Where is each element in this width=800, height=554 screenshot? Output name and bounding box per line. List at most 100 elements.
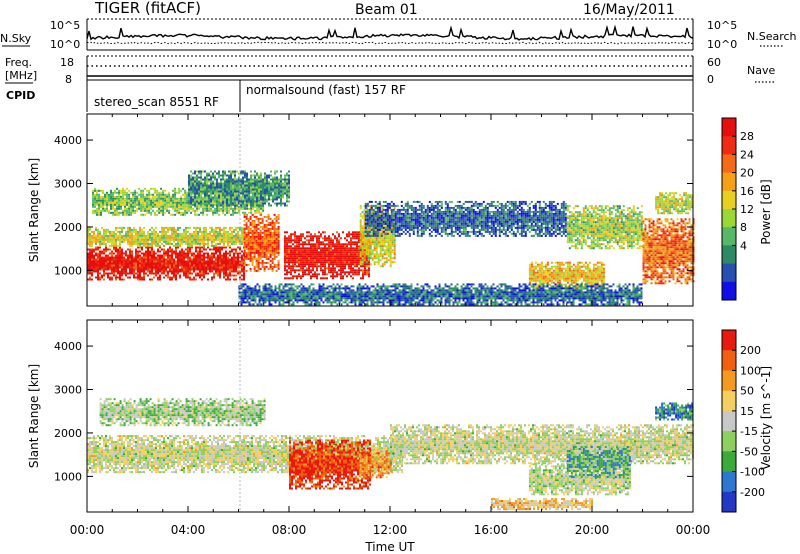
power-cell bbox=[261, 221, 264, 224]
power-cell bbox=[200, 202, 202, 205]
power-cell bbox=[226, 194, 228, 197]
power-cell bbox=[275, 243, 278, 246]
power-cell bbox=[328, 257, 330, 260]
power-cell bbox=[189, 276, 191, 279]
power-cell bbox=[365, 249, 368, 252]
power-cell bbox=[232, 180, 234, 183]
power-cell bbox=[393, 239, 396, 242]
power-cell bbox=[148, 207, 151, 210]
power-cell bbox=[366, 257, 368, 260]
power-cell bbox=[179, 268, 181, 271]
power-cell bbox=[282, 186, 284, 189]
power-cell bbox=[387, 243, 390, 246]
power-cell bbox=[275, 233, 278, 236]
power-cell bbox=[273, 243, 276, 246]
power-cell bbox=[332, 255, 334, 258]
power-cell bbox=[139, 236, 141, 239]
power-cell bbox=[129, 252, 131, 255]
power-cell bbox=[222, 192, 224, 195]
power-cell bbox=[310, 251, 312, 254]
power-cell bbox=[98, 209, 100, 212]
power-cell bbox=[106, 199, 108, 202]
power-cell bbox=[211, 242, 213, 245]
power-cell bbox=[206, 204, 208, 207]
power-cell bbox=[231, 260, 233, 263]
power-cell bbox=[94, 193, 96, 196]
power-cell bbox=[132, 201, 135, 204]
power-cell bbox=[133, 228, 135, 231]
power-cell bbox=[340, 243, 342, 246]
power-cell bbox=[171, 232, 173, 235]
power-cell bbox=[286, 196, 288, 199]
power-cell bbox=[239, 260, 241, 263]
power-cell bbox=[111, 262, 113, 265]
power-cell bbox=[112, 211, 114, 214]
power-cell bbox=[210, 192, 212, 195]
power-cell bbox=[168, 191, 171, 194]
power-cell bbox=[377, 257, 380, 260]
power-cell bbox=[220, 184, 222, 187]
power-cell bbox=[273, 217, 276, 220]
power-cell bbox=[356, 263, 358, 266]
power-cell bbox=[267, 223, 270, 226]
power-cell bbox=[93, 234, 95, 237]
power-cell bbox=[130, 209, 133, 212]
power-cell bbox=[286, 194, 288, 197]
power-cell bbox=[106, 207, 108, 210]
power-cell bbox=[314, 243, 316, 246]
power-cell bbox=[221, 256, 223, 259]
power-cell bbox=[362, 275, 364, 278]
power-cell bbox=[284, 202, 286, 205]
power-cell bbox=[118, 199, 120, 202]
power-cell bbox=[280, 176, 282, 179]
power-cell bbox=[105, 238, 107, 241]
power-cell bbox=[220, 194, 222, 197]
power-cell bbox=[266, 198, 268, 201]
power-cell bbox=[138, 197, 141, 200]
power-cell bbox=[324, 239, 326, 242]
power-cell bbox=[383, 253, 386, 256]
power-cell bbox=[314, 273, 316, 276]
power-cell bbox=[352, 241, 354, 244]
power-cell bbox=[359, 261, 362, 264]
power-cell bbox=[120, 189, 122, 192]
power-cell bbox=[332, 275, 334, 278]
power-cell bbox=[183, 232, 185, 235]
power-cell bbox=[312, 253, 314, 256]
power-cell bbox=[176, 191, 179, 194]
power-cell bbox=[248, 182, 250, 185]
power-cell bbox=[330, 249, 332, 252]
power-cell bbox=[161, 262, 163, 265]
power-cell bbox=[209, 264, 211, 267]
power-cell bbox=[184, 199, 187, 202]
power-cell bbox=[250, 186, 252, 189]
power-cell bbox=[324, 243, 326, 246]
power-cell bbox=[393, 237, 396, 240]
power-cell bbox=[167, 274, 169, 277]
power-cell bbox=[274, 170, 276, 173]
power-cell bbox=[216, 180, 218, 183]
power-cell bbox=[277, 233, 280, 236]
power-cell bbox=[209, 238, 211, 241]
power-cell bbox=[198, 202, 200, 205]
power-cell bbox=[117, 254, 119, 257]
power-cell bbox=[324, 245, 326, 248]
power-cell bbox=[334, 255, 336, 258]
power-cell bbox=[330, 237, 332, 240]
power-cell bbox=[187, 234, 189, 237]
power-cell bbox=[251, 221, 254, 224]
power-cell bbox=[211, 268, 213, 271]
power-cell bbox=[120, 211, 122, 214]
power-cell bbox=[106, 193, 108, 196]
power-cell bbox=[225, 264, 227, 267]
power-cell bbox=[169, 260, 171, 263]
power-cell bbox=[292, 251, 294, 254]
power-cell bbox=[336, 249, 338, 252]
power-cell bbox=[158, 203, 161, 206]
power-cell bbox=[120, 195, 122, 198]
power-cell bbox=[89, 244, 91, 247]
power-cell bbox=[275, 219, 278, 222]
power-cell bbox=[196, 186, 198, 189]
power-cell bbox=[121, 240, 123, 243]
power-cell bbox=[205, 260, 207, 263]
